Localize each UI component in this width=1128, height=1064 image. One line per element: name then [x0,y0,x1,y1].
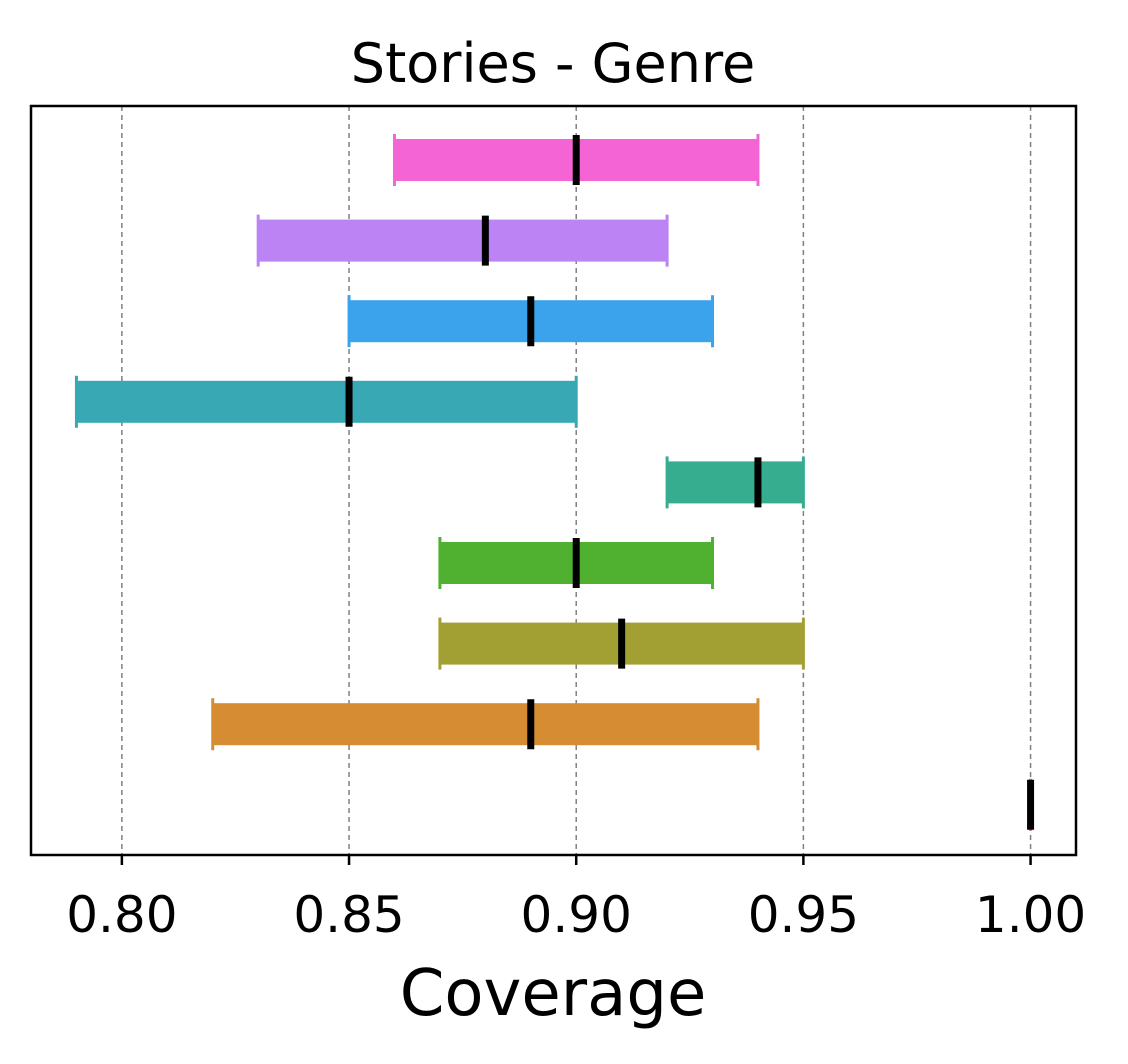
interval-bar [392,134,760,186]
interval-bar [438,617,805,670]
x-tick-label: 0.90 [521,886,632,944]
interval-range [667,461,804,504]
chart-title: Stories - Genre [351,32,755,95]
x-tick-label: 0.80 [66,886,177,944]
x-axis-ticks: 0.80 0.85 0.90 0.95 1.00 [66,855,1086,944]
interval-bar [347,295,715,348]
interval-bar [211,698,760,751]
x-axis-label: Coverage [400,957,707,1031]
interval-range [212,703,758,746]
interval-bar [438,537,715,589]
interval-range [258,219,668,262]
interval-bar [74,375,578,428]
bars-layer [74,134,1035,831]
x-tick-label: 0.95 [748,886,859,944]
interval-range [76,380,577,423]
x-tick-label: 1.00 [975,886,1086,944]
plot-frame [29,104,1078,857]
interval-bar [665,456,805,509]
interval-bar [256,214,669,267]
x-tick-label: 0.85 [293,886,404,944]
